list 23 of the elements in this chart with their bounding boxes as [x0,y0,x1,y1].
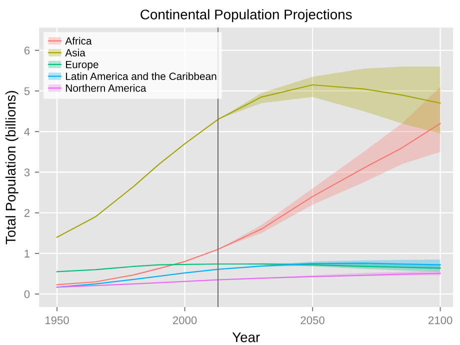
legend-label: Asia [65,48,86,56]
legend-label: Africa [65,36,92,45]
legend-label: Europe [66,60,98,70]
line-series [56,263,441,272]
chart-title: Continental Population Projections [140,9,352,22]
line-series [56,122,441,286]
y-tick-label: 6 [24,46,30,54]
y-tick-label: 3 [24,168,30,176]
y-tick-label: 2 [24,209,30,217]
line-series [56,272,441,288]
y-tick-label: 1 [24,250,30,258]
x-axis-title: Year [232,332,260,342]
line-series [56,84,441,238]
x-tick-label: 2100 [428,316,452,324]
x-tick-label: 2050 [300,316,324,324]
x-tick-label: 2000 [172,316,197,324]
legend-label: Northern America [66,84,146,92]
y-axis-title: Total Population (billions) [5,90,18,244]
y-tick-label: 0 [24,290,30,298]
y-tick-label: 4 [24,128,30,136]
y-tick-label: 5 [24,87,30,96]
legend-label: Latin America and the Caribbean [66,72,216,80]
x-tick-label: 1950 [45,316,69,324]
